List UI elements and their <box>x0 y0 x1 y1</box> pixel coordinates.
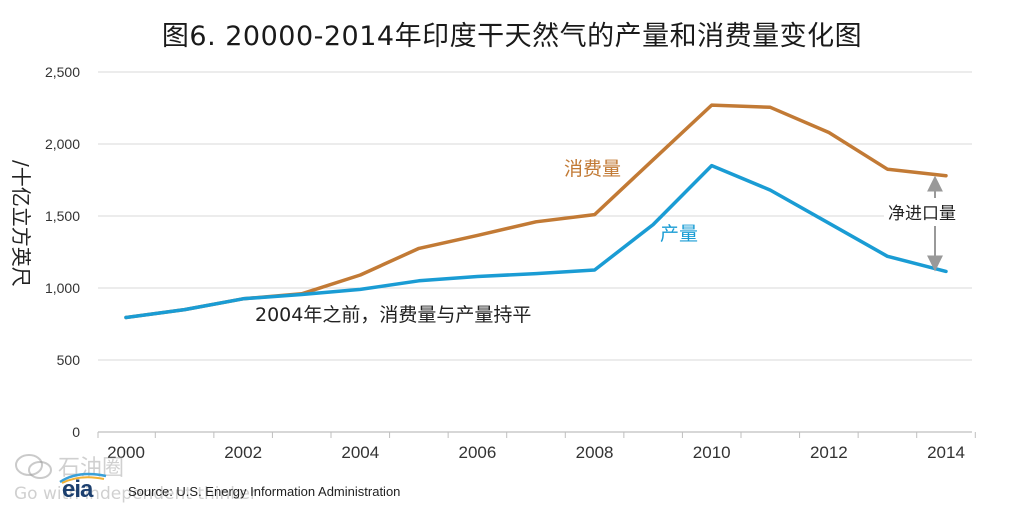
series-layer <box>124 103 948 320</box>
chart-title: 图6. 20000-2014年印度干天然气的产量和消费量变化图 <box>161 21 863 52</box>
x-tick-label: 2006 <box>459 443 497 462</box>
y-tick-label: 1,000 <box>45 280 80 296</box>
consumption-line <box>124 103 948 320</box>
y-tick-label: 1,500 <box>45 208 80 224</box>
y-tick-label: 2,000 <box>45 136 80 152</box>
eia-logo: eia <box>62 476 93 503</box>
x-tick-label: 2000 <box>107 443 145 462</box>
net-import-label-bg <box>884 201 984 225</box>
annotation-parity: 2004年之前，消费量与产量持平 <box>255 304 531 326</box>
watermark-slogan: Go with independent thinker <box>14 484 257 504</box>
production-series-label: 产量 <box>660 223 698 245</box>
y-axis-label: /十亿立方英尺 <box>9 160 33 287</box>
x-tick-label: 2014 <box>927 443 965 462</box>
grid-layer <box>98 71 972 361</box>
wechat-icon <box>15 454 52 479</box>
x-tick-label: 2004 <box>341 443 379 462</box>
x-tick-label: 2008 <box>576 443 614 462</box>
x-tick-label: 2002 <box>224 443 262 462</box>
annotation-net-imports: 净进口量 <box>888 204 956 224</box>
y-tick-label: 0 <box>72 424 80 440</box>
production-line <box>124 163 948 320</box>
y-tick-label: 500 <box>57 352 81 368</box>
source-note: Source: U.S. Energy Information Administ… <box>128 484 401 499</box>
consumption-series-label: 消费量 <box>564 158 621 180</box>
axis-layer: 0 500 1,000 1,500 2,000 2,500 2000 2002 2004 2006… <box>9 64 976 462</box>
x-tick-label: 2012 <box>810 443 848 462</box>
y-tick-label: 2,500 <box>45 64 80 80</box>
x-tick-label: 2010 <box>693 443 731 462</box>
eia-swoosh-icon <box>59 472 107 484</box>
